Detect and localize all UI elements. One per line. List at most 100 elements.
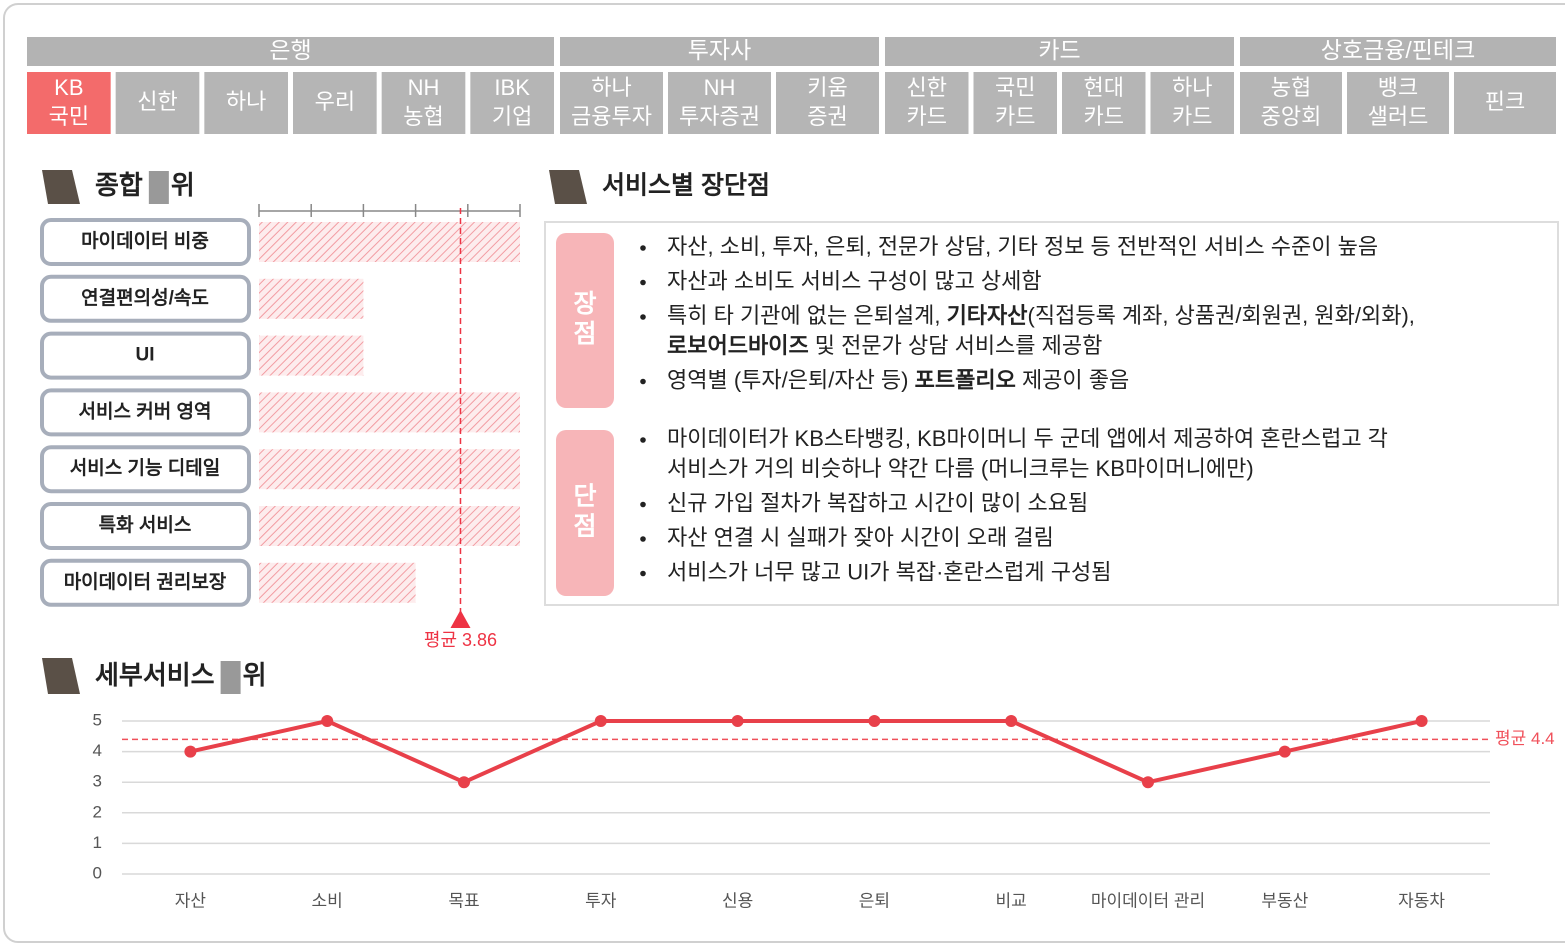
tab[interactable] — [1150, 72, 1235, 134]
y-tick-label: 4 — [93, 741, 102, 760]
bar — [259, 449, 520, 490]
category-label: 마이데이터 비중 — [81, 230, 209, 252]
text-run: 서비스가 너무 많고 UI가 복잡·혼란스럽게 구성됨 — [667, 559, 1111, 584]
tab-group-header — [27, 37, 554, 66]
bullet-text: 서비스가 거의 비슷하나 약간 다름 (머니크루는 KB마이머니에만) — [667, 456, 1254, 481]
text-run: (직접등록 계좌, 상품권/회원권, 원화/외화), — [1028, 303, 1415, 328]
tab-label: 하나 — [1172, 75, 1212, 100]
section-title: 세부서비스 — [95, 660, 215, 690]
text-run: 마이데이터가 KB스타뱅킹, KB마이머니 두 군데 앱에서 제공하여 혼란스럽… — [667, 426, 1388, 451]
tab[interactable] — [1062, 72, 1146, 134]
tab-label: 샐러드 — [1368, 104, 1429, 129]
bullet-text: 자산 연결 시 실패가 잦아 시간이 오래 걸림 — [667, 525, 1054, 550]
section-badge-label: 점 — [573, 320, 596, 348]
text-run: 로보어드바이즈 — [667, 333, 809, 358]
bullet-dot — [640, 314, 646, 320]
tab-label: 키움 — [807, 75, 847, 100]
tab-label: 하나 — [591, 75, 631, 100]
tab-label: 농협 — [403, 104, 443, 129]
average-label: 평균 4.4 — [1495, 729, 1555, 748]
tab-label: 신한 — [137, 89, 177, 114]
point — [731, 715, 744, 727]
x-tick-label: 마이데이터 관리 — [1091, 891, 1205, 910]
section-badge-label: 장 — [573, 290, 596, 318]
bullet-dot — [640, 501, 646, 508]
tab-label: 카드 — [907, 104, 947, 129]
bullet-dot — [640, 378, 646, 385]
x-tick-label: 자산 — [175, 891, 207, 910]
text-run: 및 전문가 상담 서비스를 제공함 — [809, 333, 1103, 358]
x-tick-label: 목표 — [448, 891, 479, 910]
redaction — [148, 171, 169, 204]
bar — [259, 335, 364, 376]
tab[interactable] — [115, 72, 200, 134]
point — [458, 776, 470, 789]
tab-label: 카드 — [1084, 104, 1124, 129]
tab[interactable] — [27, 72, 111, 134]
text-run: 자산과 소비도 서비스 구성이 많고 상세함 — [667, 268, 1042, 293]
category-label: 서비스 커버 영역 — [79, 400, 212, 422]
tab-label: 국민 — [49, 104, 89, 129]
tab-label: 우리 — [315, 89, 355, 114]
tab-label: 신한 — [907, 75, 947, 100]
text-run: 기타자산 — [947, 303, 1028, 328]
category-label: 서비스 기능 디테일 — [70, 457, 220, 479]
category-box — [40, 331, 251, 380]
tab-group-header — [1240, 37, 1556, 66]
tab-label: NH — [704, 75, 736, 100]
tab[interactable] — [776, 72, 879, 134]
section-badge — [556, 233, 614, 408]
bar — [259, 506, 520, 546]
tab-label: 증권 — [807, 104, 847, 129]
tab-label: IBK — [494, 75, 530, 100]
tab[interactable] — [204, 72, 288, 134]
category-box — [40, 502, 251, 550]
point — [1142, 776, 1154, 789]
tab-group-header — [560, 37, 879, 66]
x-tick-label: 부동산 — [1261, 891, 1308, 910]
bullet-dot — [640, 279, 646, 286]
tab[interactable] — [1454, 72, 1556, 134]
bullet-text: 자산과 소비도 서비스 구성이 많고 상세함 — [667, 268, 1042, 293]
x-tick-label: 은퇴 — [859, 891, 890, 910]
tab[interactable] — [668, 72, 771, 134]
tab[interactable] — [381, 72, 466, 134]
tab[interactable] — [973, 72, 1058, 134]
tab[interactable] — [885, 72, 969, 134]
line-series — [189, 718, 1423, 785]
category-label: 연결편의성/속도 — [81, 287, 209, 309]
tab-label: 핀크 — [1485, 89, 1525, 114]
bullet-dot — [640, 536, 646, 542]
section-title: 위 — [171, 170, 195, 200]
tab-label: 현대 — [1084, 75, 1124, 100]
tab-label: 하나 — [226, 89, 266, 114]
section-title: 위 — [243, 660, 267, 690]
category-box — [40, 218, 251, 266]
text-run: 포트폴리오 — [915, 367, 1016, 392]
tab-group-label: 투자사 — [688, 37, 751, 63]
x-tick-label: 투자 — [585, 891, 617, 910]
point — [1278, 745, 1291, 758]
section-icon — [549, 170, 587, 204]
point — [868, 715, 881, 727]
bullet-text: 서비스가 너무 많고 UI가 복잡·혼란스럽게 구성됨 — [667, 559, 1111, 584]
tab-label: KB — [54, 75, 83, 100]
tab-label: 농협 — [1271, 75, 1311, 100]
tab[interactable] — [560, 72, 663, 134]
bar — [259, 222, 520, 262]
tab-group-label: 은행 — [269, 37, 311, 63]
x-tick-label: 신용 — [722, 891, 753, 910]
tab-label: 카드 — [1172, 104, 1212, 129]
x-tick-label: 자동차 — [1398, 891, 1445, 910]
tab[interactable] — [470, 72, 554, 134]
bullet-text: 마이데이터가 KB스타뱅킹, KB마이머니 두 군데 앱에서 제공하여 혼란스럽… — [667, 426, 1388, 451]
tab-label: 금융투자 — [571, 104, 652, 129]
tab[interactable] — [293, 72, 377, 134]
tab[interactable] — [1240, 72, 1342, 134]
tab[interactable] — [1347, 72, 1449, 134]
category-label: UI — [136, 345, 155, 366]
tab-label: NH — [408, 75, 440, 100]
x-tick-label: 비교 — [996, 891, 1027, 910]
